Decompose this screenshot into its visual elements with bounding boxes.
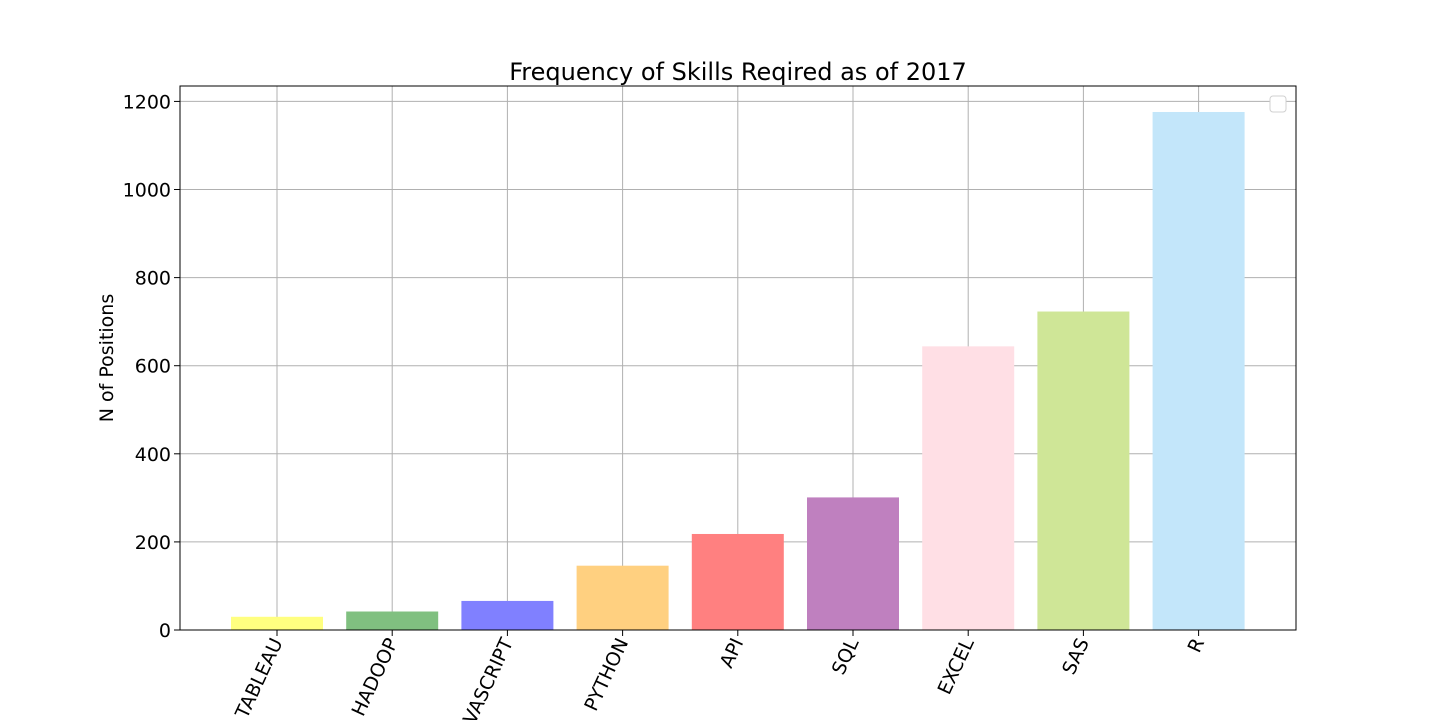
x-tick-label: PYTHON — [580, 635, 633, 715]
legend-box — [1269, 95, 1287, 113]
x-tick-label: SAS — [1058, 635, 1094, 678]
x-tick-label: API — [716, 635, 749, 672]
x-tick-label: JAVASCRIPT — [451, 634, 518, 720]
y-axis-ticks: 0 200 400 600 800 1000 1200 — [123, 91, 180, 642]
bar-sql — [807, 497, 899, 630]
x-tick-label: EXCEL — [934, 634, 979, 698]
x-axis-ticks: TABLEAU HADOOP JAVASCRIPT PYTHON API SQL EXCEL… — [231, 630, 1209, 720]
bar-excel — [922, 346, 1015, 630]
x-tick-label: HADOOP — [348, 635, 403, 720]
bar-javascript — [461, 600, 554, 630]
bar-tableau — [231, 616, 323, 630]
bars — [231, 111, 1245, 631]
y-tick-label: 1200 — [123, 91, 171, 113]
y-tick-label: 1000 — [123, 180, 171, 202]
bar-python — [576, 565, 669, 630]
bar-r — [1152, 111, 1245, 631]
y-tick-label: 600 — [135, 356, 171, 378]
bar-sas — [1037, 311, 1130, 630]
bar-hadoop — [346, 611, 439, 630]
bar-api — [691, 533, 784, 630]
x-tick-label: SQL — [828, 634, 864, 678]
y-tick-label: 0 — [159, 620, 171, 642]
y-tick-label: 400 — [135, 444, 171, 466]
y-tick-label: 200 — [135, 532, 171, 554]
y-tick-label: 800 — [135, 268, 171, 290]
chart-title: Frequency of Skills Reqired as of 2017 — [509, 58, 967, 86]
x-tick-label: R — [1184, 635, 1210, 656]
y-axis-label: N of Positions — [96, 294, 118, 422]
x-tick-label: TABLEAU — [231, 635, 288, 720]
